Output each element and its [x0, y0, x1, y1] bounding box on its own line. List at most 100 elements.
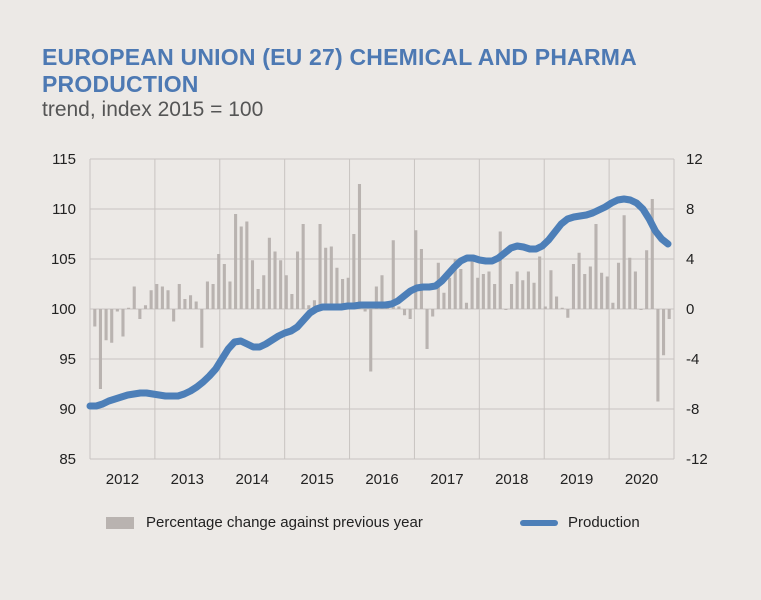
bar	[414, 230, 418, 309]
bar	[605, 276, 609, 309]
bar	[115, 309, 119, 312]
bar	[312, 300, 316, 309]
bar	[363, 309, 367, 312]
bar	[324, 247, 328, 309]
bar	[470, 256, 474, 309]
bar	[616, 262, 621, 309]
bar	[509, 284, 514, 309]
x-tick-label: 2017	[430, 471, 463, 488]
bar	[160, 286, 164, 309]
bar	[93, 309, 97, 327]
bar	[290, 294, 294, 309]
bar	[205, 281, 209, 309]
bar	[110, 309, 114, 343]
bar	[194, 301, 198, 309]
bar	[583, 274, 587, 309]
bar	[307, 305, 311, 309]
bar	[318, 224, 322, 309]
bar	[464, 302, 469, 309]
bar	[279, 260, 283, 309]
bar	[459, 269, 463, 309]
bar	[628, 257, 632, 309]
x-tick-label: 2016	[365, 471, 398, 488]
production-line	[86, 195, 672, 410]
bar	[650, 199, 654, 309]
bar	[408, 309, 412, 319]
bar	[369, 309, 373, 372]
bar	[431, 309, 435, 317]
bar	[143, 305, 148, 309]
bar	[498, 231, 502, 309]
bar	[149, 290, 153, 309]
x-tick-label: 2020	[625, 471, 658, 488]
bar	[104, 309, 108, 341]
legend-item-bars: Percentage change against previous year	[106, 514, 423, 531]
bar	[442, 292, 446, 309]
bar	[560, 307, 564, 309]
bar	[245, 221, 249, 309]
bar	[301, 224, 305, 309]
chart-subtitle: trend, index 2015 = 100	[42, 98, 264, 121]
bar	[476, 277, 480, 309]
bar	[132, 286, 136, 309]
bar	[487, 271, 491, 309]
bar	[262, 275, 266, 309]
y-right-tick-label: -4	[686, 351, 699, 368]
bar	[453, 259, 457, 309]
chart-legend: Percentage change against previous year …	[0, 514, 761, 538]
bar	[177, 284, 181, 309]
bar	[346, 277, 350, 309]
bar	[234, 214, 238, 309]
bar	[211, 284, 215, 309]
legend-swatch-line	[520, 519, 558, 526]
bar	[222, 264, 226, 309]
bar	[295, 251, 300, 309]
x-tick-label: 2019	[560, 471, 593, 488]
legend-label-bars: Percentage change against previous year	[146, 514, 423, 531]
bar	[402, 309, 407, 316]
y-left-tick-label: 85	[59, 451, 76, 468]
x-tick-label: 2013	[171, 471, 204, 488]
bar	[662, 309, 666, 356]
bar	[380, 275, 384, 309]
bar	[200, 309, 204, 348]
bar	[667, 309, 671, 319]
bar	[594, 224, 598, 309]
bar	[273, 251, 277, 309]
bar	[138, 309, 142, 319]
x-tick-label: 2012	[106, 471, 139, 488]
bar	[532, 282, 536, 309]
chart-title: EUROPEAN UNION (EU 27) CHEMICAL AND PHAR…	[42, 44, 637, 97]
bar	[250, 260, 255, 309]
y-right-tick-label: 0	[686, 301, 694, 318]
bar	[374, 286, 378, 309]
bar	[183, 299, 187, 309]
y-right-tick-label: 8	[686, 201, 694, 218]
legend-label-line: Production	[568, 514, 640, 531]
bar	[121, 309, 125, 337]
bar	[352, 234, 356, 309]
bar	[566, 309, 570, 318]
bar	[217, 254, 221, 309]
bar	[639, 309, 643, 310]
bar	[127, 307, 131, 309]
bar	[419, 249, 423, 309]
bar	[543, 306, 547, 309]
bar	[166, 290, 170, 309]
y-right-tick-label: -12	[686, 451, 708, 468]
bar	[481, 274, 485, 309]
y-right-tick-label: 4	[686, 251, 694, 268]
bar	[267, 237, 271, 309]
bar	[515, 271, 519, 309]
bar	[391, 240, 395, 309]
bar	[645, 250, 649, 309]
bar	[521, 280, 525, 309]
bar	[611, 302, 615, 309]
bar	[656, 309, 660, 402]
bar	[504, 309, 508, 310]
legend-item-line: Production	[520, 514, 640, 531]
y-right-tick-label: -8	[686, 401, 699, 418]
y-left-tick-label: 90	[59, 401, 76, 418]
bar	[493, 284, 497, 309]
bar	[555, 296, 559, 309]
